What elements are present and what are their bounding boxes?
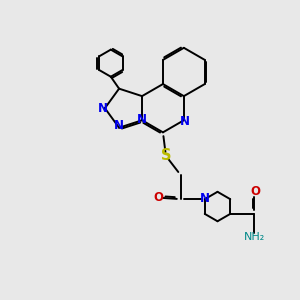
Text: NH₂: NH₂ (244, 232, 266, 242)
Text: N: N (114, 119, 124, 133)
Text: S: S (160, 148, 171, 164)
Text: O: O (250, 185, 260, 198)
Text: N: N (180, 115, 190, 128)
Text: N: N (98, 102, 108, 115)
Text: N: N (200, 192, 210, 205)
Text: N: N (137, 113, 147, 126)
Text: O: O (153, 191, 163, 204)
